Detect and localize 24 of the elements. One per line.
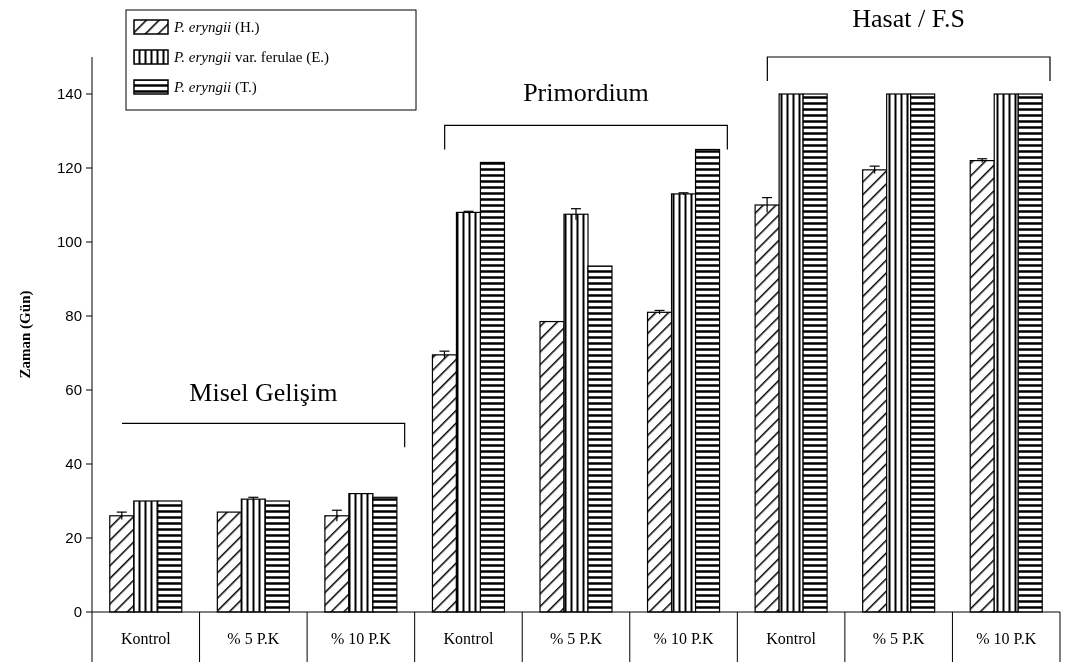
y-tick-label: 60 [65,381,82,399]
y-tick-label: 80 [65,307,82,325]
legend-label: P. eryngii (T.) [173,79,257,96]
x-tick-label: % 5 P.K [549,630,603,647]
y-tick-label: 120 [56,159,82,177]
x-tick-label: % 10 P.K [330,630,392,647]
x-tick-label: Kontrol [766,630,817,647]
y-tick-label: 20 [65,529,82,547]
x-tick-label: % 10 P.K [653,630,714,647]
y-tick-label: 100 [56,233,82,251]
annotation: Misel Gelişim [189,378,338,408]
x-tick-label: % 10 P.K [976,630,1037,647]
y-axis-title: Zaman (Gün) [17,290,34,379]
text: Hasat / F.S [852,4,966,34]
y-tick-label: 0 [73,603,82,621]
legend-label: P. eryngii (H.) [173,19,260,36]
x-tick-label: Kontrol [443,630,494,647]
x-tick-label: Kontrol [120,630,172,647]
y-tick-label: 40 [65,455,82,473]
x-tick-label: % 5 P.K [227,630,280,647]
y-tick-label: 140 [56,85,82,103]
annotation: Primordium [523,78,649,108]
x-tick-label: % 5 P.K [872,630,926,647]
legend-label: P. eryngii var. ferulae (E.) [173,49,330,66]
